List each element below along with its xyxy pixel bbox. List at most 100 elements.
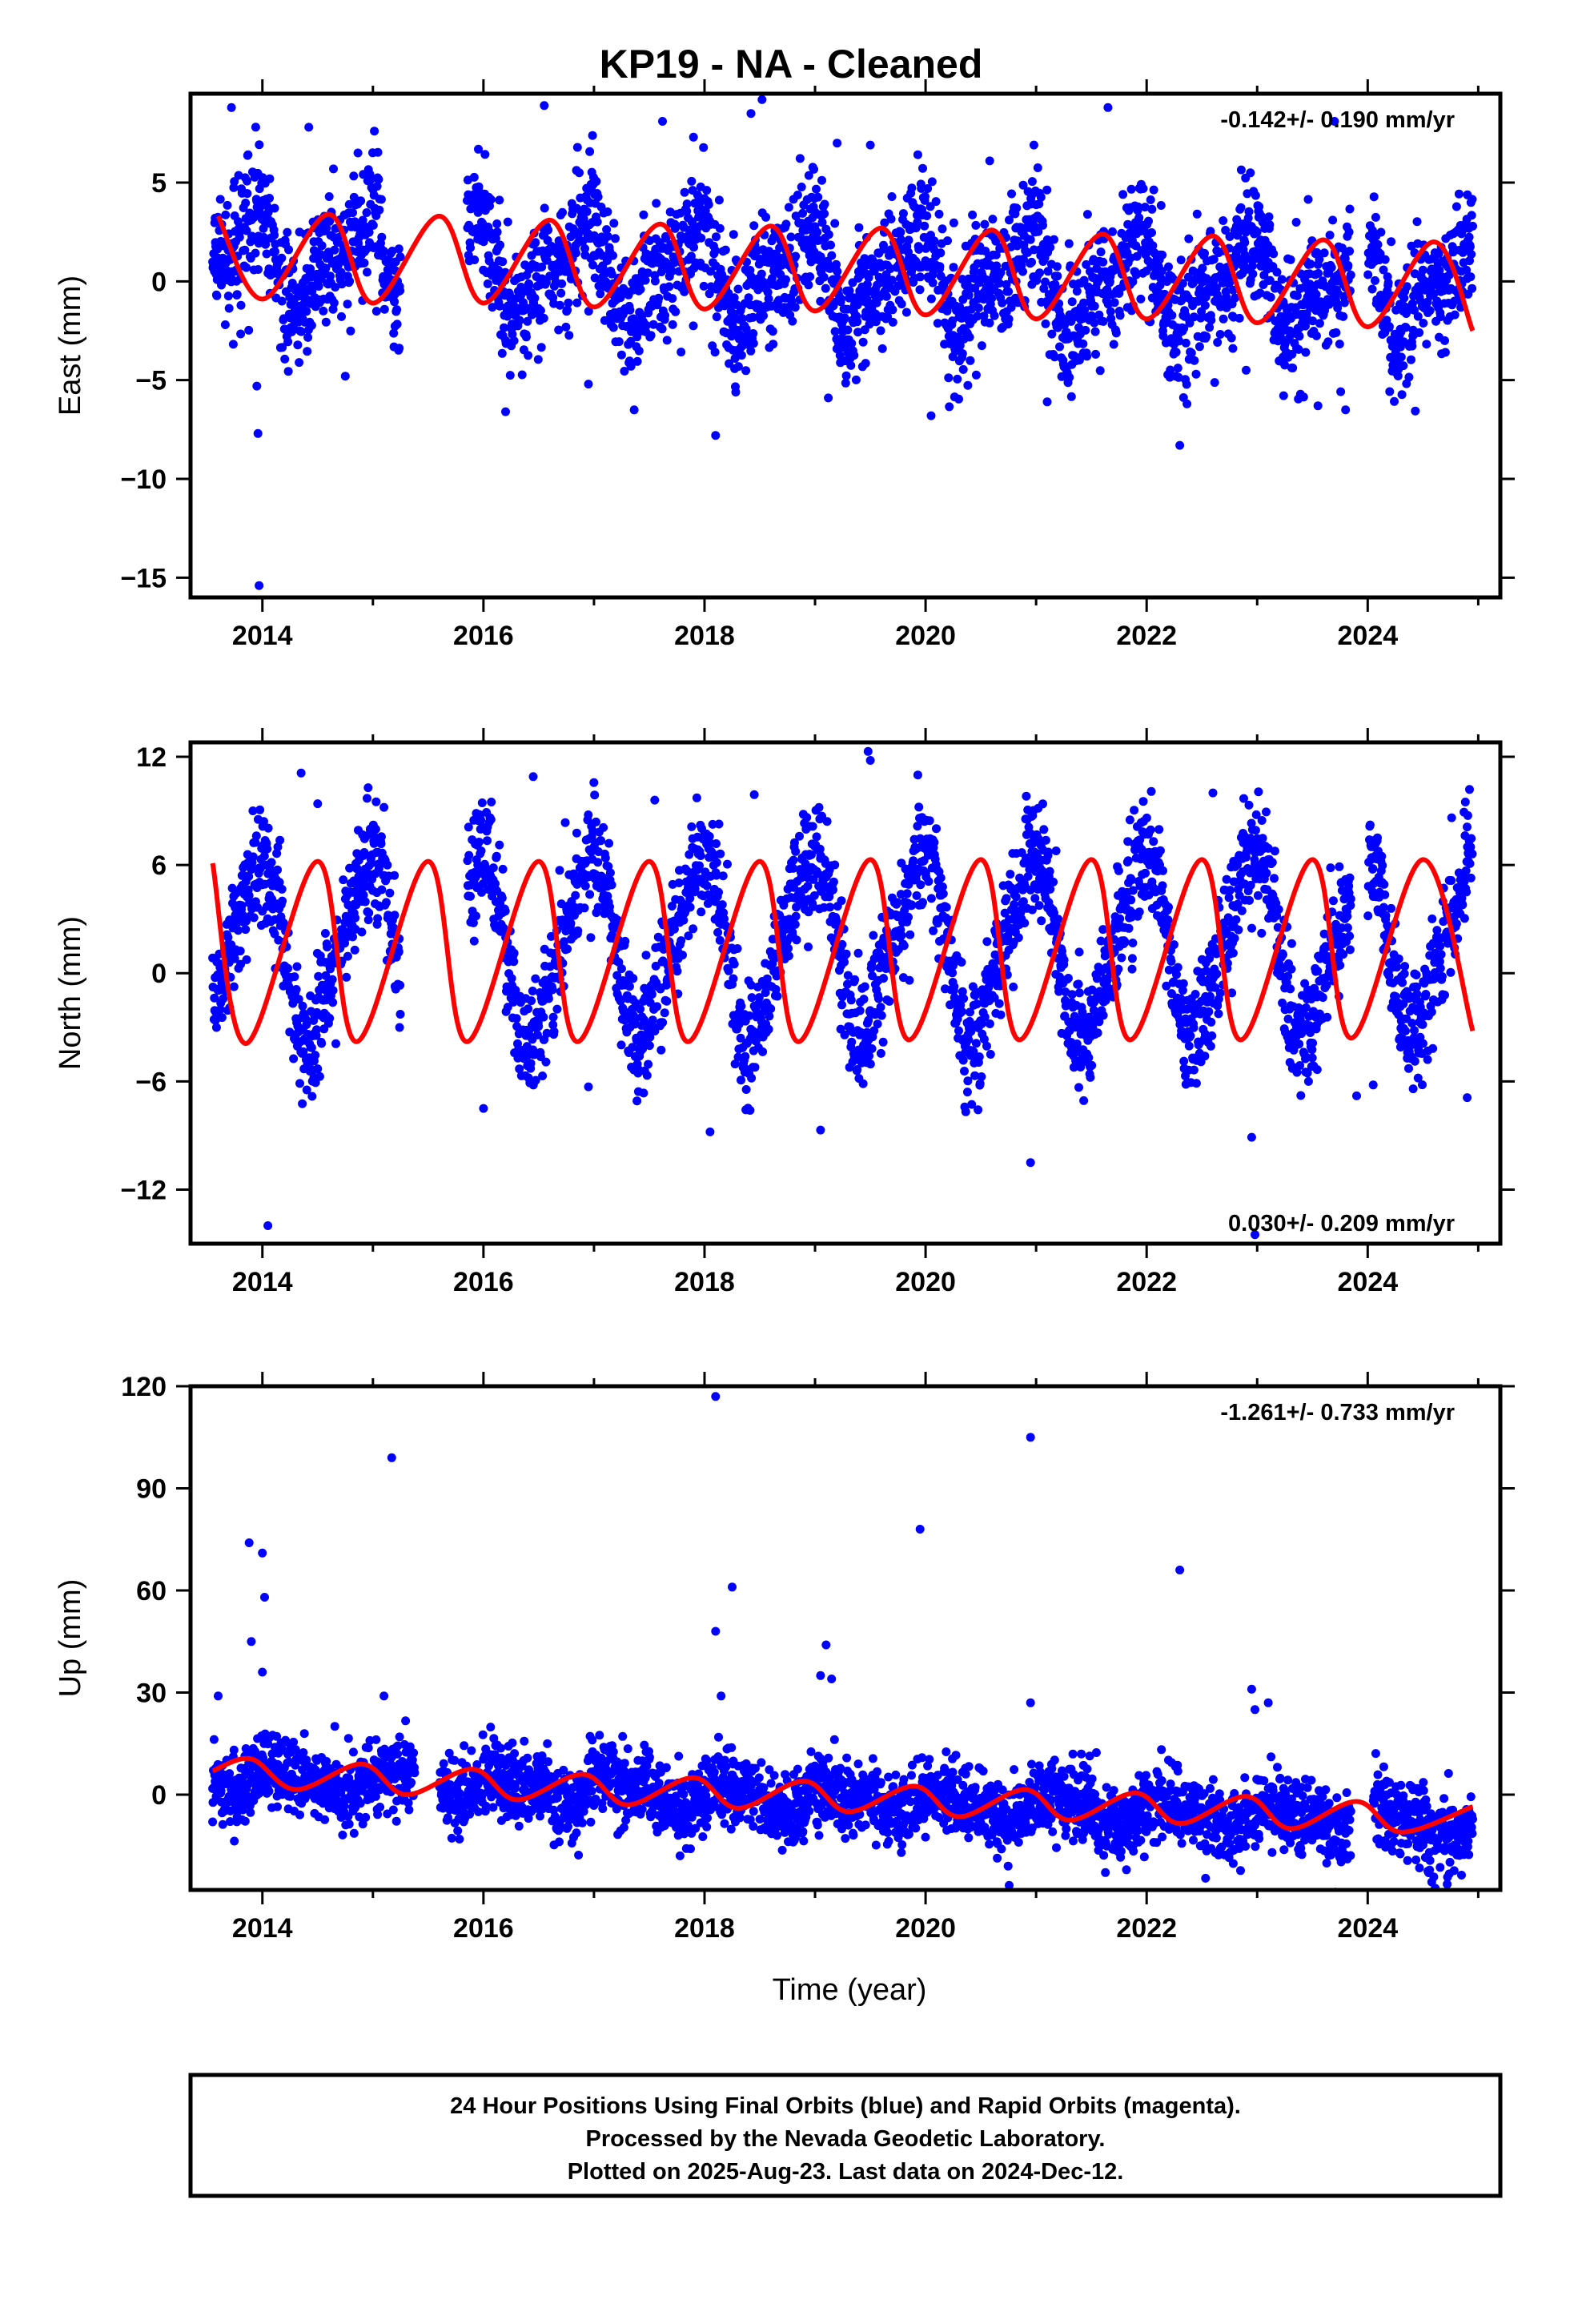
north-position-point — [359, 891, 368, 900]
east-position-point — [790, 303, 800, 312]
east-position-point — [1167, 311, 1177, 320]
north-position-point — [1011, 892, 1021, 902]
east-position-point — [259, 232, 268, 242]
x-tick-label: 2018 — [674, 621, 735, 651]
north-position-point — [986, 1050, 995, 1059]
north-position-point — [278, 896, 287, 906]
east-position-point — [714, 195, 724, 205]
north-position-point — [367, 858, 376, 868]
east-position-point — [1380, 255, 1390, 264]
east-position-point — [930, 236, 939, 246]
east-position-point — [991, 250, 1001, 259]
east-position-point — [1181, 338, 1191, 348]
east-position-point — [1079, 275, 1089, 285]
east-position-point — [936, 248, 946, 258]
east-position-point — [329, 298, 339, 308]
east-position-point — [1265, 220, 1275, 230]
east-position-point — [1286, 255, 1295, 264]
north-position-point — [674, 879, 684, 887]
north-position-point — [717, 900, 727, 910]
north-position-point — [527, 996, 536, 1006]
north-position-point — [924, 877, 934, 887]
north-position-point — [585, 890, 595, 899]
east-position-point — [579, 214, 588, 223]
north-position-point — [814, 802, 824, 812]
north-position-point — [270, 929, 279, 939]
north-position-point — [590, 790, 600, 800]
east-position-point — [488, 303, 497, 312]
east-position-point — [733, 284, 743, 294]
east-position-point — [759, 311, 768, 320]
north-position-point — [660, 1008, 669, 1018]
east-position-point — [243, 176, 251, 186]
east-position-point — [1140, 203, 1150, 212]
north-position-point — [541, 1057, 551, 1067]
east-position-point — [883, 312, 893, 322]
north-position-point — [315, 1072, 324, 1081]
east-position-point — [632, 332, 642, 342]
east-position-point — [858, 337, 868, 347]
north-position-point — [723, 859, 732, 869]
east-position-point — [861, 260, 871, 270]
east-position-point — [1090, 327, 1100, 336]
east-position-point — [592, 177, 601, 186]
east-position-point — [1425, 306, 1435, 316]
north-position-point — [476, 815, 486, 825]
north-position-point — [667, 902, 677, 911]
east-position-point — [251, 123, 260, 132]
north-position-point — [791, 846, 801, 856]
east-position-point — [1236, 165, 1246, 175]
north-position-point — [524, 1004, 533, 1014]
east-position-point — [829, 297, 839, 307]
east-position-point — [757, 269, 766, 279]
north-position-point — [307, 1043, 316, 1052]
east-position-point — [590, 273, 600, 283]
north-position-point — [949, 961, 958, 971]
east-position-point — [992, 261, 1002, 271]
north-position-point — [350, 945, 359, 955]
east-position-point — [896, 227, 905, 237]
east-position-point — [537, 262, 547, 271]
north-position-point — [1002, 894, 1011, 903]
east-position-point — [1053, 323, 1062, 332]
east-position-point — [933, 319, 942, 328]
north-position-point — [547, 931, 556, 941]
east-position-point — [1418, 265, 1427, 275]
east-position-point — [665, 282, 674, 292]
east-position-point — [261, 239, 271, 249]
east-position-point — [302, 307, 311, 316]
east-position-point — [243, 150, 253, 159]
east-position-point — [492, 219, 502, 228]
north-position-point — [624, 982, 634, 991]
east-position-point — [555, 300, 564, 310]
north-position-point — [885, 996, 894, 1006]
north-position-point — [696, 851, 705, 860]
east-position-point — [626, 361, 636, 371]
north-position-point — [272, 849, 282, 858]
north-position-point — [469, 936, 479, 946]
east-position-point — [616, 293, 625, 303]
east-position-point — [1252, 227, 1262, 237]
east-position-point — [741, 366, 751, 376]
east-position-point — [749, 339, 758, 348]
north-position-point — [290, 972, 299, 982]
east-position-point — [1384, 322, 1394, 332]
east-position-point — [862, 279, 872, 289]
east-position-point — [729, 230, 738, 239]
north-position-point — [929, 926, 938, 935]
north-position-point — [359, 848, 369, 857]
north-position-point — [746, 980, 756, 990]
east-position-point — [795, 154, 805, 163]
north-position-point — [580, 881, 590, 891]
east-position-point — [1413, 312, 1423, 321]
north-position-point — [383, 860, 392, 870]
north-position-point — [377, 885, 387, 895]
north-position-point — [363, 783, 373, 793]
east-position-point — [593, 192, 603, 202]
east-position-point — [1038, 220, 1047, 230]
east-position-point — [1266, 292, 1275, 302]
east-position-point — [223, 200, 232, 210]
east-position-point — [819, 272, 829, 282]
east-position-point — [1466, 272, 1476, 282]
north-position-point — [370, 832, 379, 842]
